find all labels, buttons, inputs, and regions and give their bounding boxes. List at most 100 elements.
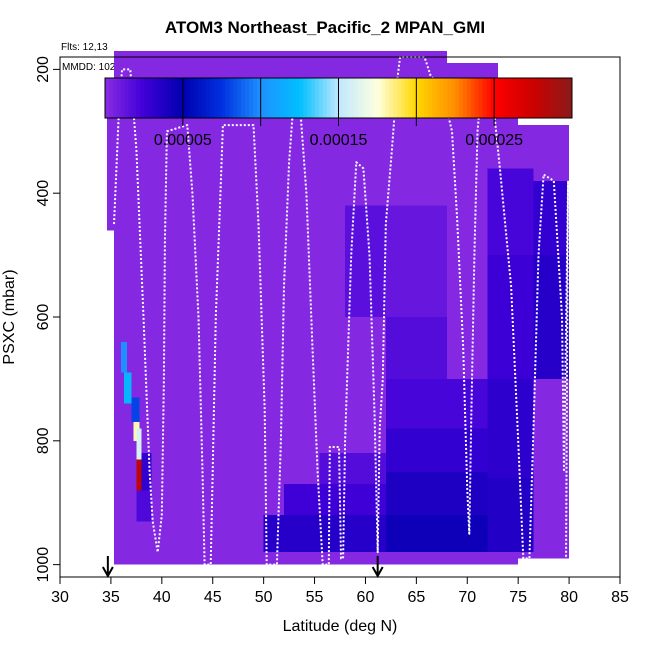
x-tick-label: 80	[560, 589, 578, 606]
colorbar-segment	[241, 78, 246, 118]
flight-profiles	[113, 56, 570, 566]
heatmap-cells	[106, 50, 570, 565]
heatmap-cell	[487, 255, 534, 379]
colorbar-segment	[124, 78, 129, 118]
colorbar-segment	[291, 78, 297, 118]
colorbar-segment	[521, 78, 526, 118]
colorbar-segment	[365, 78, 371, 118]
flights-annotation: Flts: 12,13	[61, 42, 108, 53]
colorbar-segment	[264, 78, 270, 118]
colorbar-segment	[143, 78, 149, 118]
colorbar-segment	[392, 78, 398, 118]
heatmap-cell	[385, 515, 488, 553]
colorbar-segment	[412, 78, 417, 118]
colorbar-segment	[424, 78, 429, 118]
x-tick-label: 55	[306, 589, 324, 606]
colorbar-segment	[529, 78, 534, 118]
colorbar-segment	[140, 78, 145, 118]
colorbar-segment	[560, 78, 565, 118]
colorbar-segment	[171, 78, 176, 118]
colorbar-segment	[416, 78, 421, 118]
colorbar-segment	[268, 78, 273, 118]
colorbar-segment	[120, 78, 126, 118]
colorbar-segment	[108, 78, 114, 118]
heatmap-cell	[385, 205, 447, 317]
chart-title: ATOM3 Northeast_Pacific_2 MPAN_GMI	[164, 18, 486, 37]
colorbar-segment	[439, 78, 445, 118]
colorbar-segment	[354, 78, 359, 118]
colorbar-segment	[536, 78, 542, 118]
colorbar-segment	[420, 78, 425, 118]
x-tick-label: 50	[255, 589, 273, 606]
arrows	[101, 556, 384, 579]
colorbar-segment	[369, 78, 375, 118]
colorbar-segment	[252, 78, 258, 118]
colorbar-segment	[459, 78, 464, 118]
colorbar-segment	[517, 78, 523, 118]
heatmap-cell	[131, 397, 140, 423]
colorbar-segment	[307, 78, 312, 118]
y-tick-label: 1000	[35, 547, 52, 583]
colorbar-segment	[556, 78, 561, 118]
colorbar-segment	[389, 78, 394, 118]
colorbar-segment	[186, 78, 192, 118]
colorbar-segment	[303, 78, 308, 118]
colorbar-segment	[272, 78, 277, 118]
heatmap-cell	[106, 94, 114, 231]
x-axis-label: Latitude (deg N)	[283, 618, 398, 635]
colorbar-segment	[276, 78, 281, 118]
x-tick-label: 85	[611, 589, 629, 606]
colorbar-segment	[256, 78, 262, 118]
colorbar-segment	[431, 78, 437, 118]
colorbar-segment	[132, 78, 137, 118]
colorbar-segment	[260, 78, 266, 118]
colorbar-segment	[105, 78, 110, 118]
colorbar-segment	[245, 78, 250, 118]
colorbar-segment	[284, 78, 289, 118]
colorbar-segment	[525, 78, 530, 118]
colorbar-segment	[194, 78, 199, 118]
colorbar-segment	[326, 78, 332, 118]
heatmap-cell	[385, 378, 488, 429]
colorbar-segment	[167, 78, 172, 118]
colorbar-segment	[206, 78, 211, 118]
colorbar-segment	[287, 78, 293, 118]
colorbar-segment	[451, 78, 456, 118]
colorbar-segment	[319, 78, 324, 118]
heatmap-cell	[136, 459, 142, 491]
colorbar: 0.00005 0.00015 0.00025	[104, 77, 573, 149]
colorbar-segment	[486, 78, 491, 118]
colorbar-segment	[221, 78, 227, 118]
x-tick-label: 75	[509, 589, 527, 606]
colorbar-segment	[330, 78, 336, 118]
colorbar-segment	[155, 78, 161, 118]
heatmap-cell	[113, 230, 127, 491]
flight-profile-line	[113, 56, 570, 566]
colorbar-segment	[548, 78, 554, 118]
colorbar-segment	[295, 78, 301, 118]
colorbar-segment	[455, 78, 460, 118]
colorbar-segment	[568, 78, 573, 118]
x-tick-label: 65	[407, 589, 425, 606]
y-tick-label: 400	[35, 180, 52, 207]
colorbar-segment	[408, 78, 414, 118]
colorbar-tick-label: 0.00025	[465, 132, 523, 149]
colorbar-segment	[175, 78, 180, 118]
colorbar-segment	[494, 78, 499, 118]
colorbar-segment	[385, 78, 390, 118]
colorbar-segment	[474, 78, 480, 118]
colorbar-segment	[213, 78, 219, 118]
heatmap-cell	[385, 428, 488, 472]
colorbar-segment	[237, 78, 242, 118]
colorbar-segment	[311, 78, 316, 118]
heatmap-cell	[385, 471, 488, 516]
colorbar-segment	[544, 78, 550, 118]
colorbar-segment	[373, 78, 379, 118]
colorbar-segment	[396, 78, 402, 118]
colorbar-segment	[346, 78, 351, 118]
colorbar-segment	[338, 78, 343, 118]
colorbar-segment	[136, 78, 141, 118]
colorbar-segment	[470, 78, 476, 118]
heatmap-cell	[121, 341, 128, 373]
